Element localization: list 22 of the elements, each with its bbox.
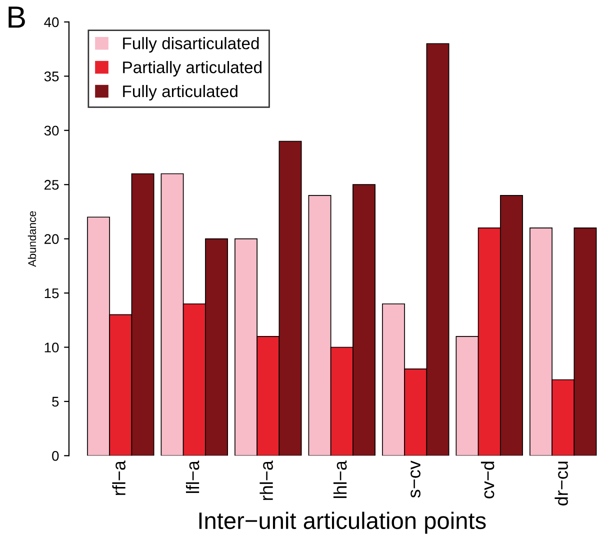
- x-axis-title: Inter−unit articulation points: [199, 512, 486, 534]
- text: B: [8, 6, 25, 28]
- y-tick-label: 0: [52, 451, 59, 461]
- x-tick-label: rfl−a: [112, 460, 126, 495]
- x-tick-label: lhl−a: [333, 460, 347, 498]
- x-tick-label: cv−d: [480, 462, 494, 498]
- y-tick-label: 15: [44, 288, 59, 298]
- y-tick-label: 30: [44, 126, 59, 136]
- y-tick-label: 35: [44, 72, 59, 82]
- x-tick-label: lfl−a: [186, 460, 200, 493]
- y-tick-label: 10: [44, 342, 59, 352]
- x-tick-label: dr−cu: [554, 462, 568, 506]
- y-axis-title: Abundance: [28, 211, 36, 267]
- y-tick-label: 40: [44, 17, 59, 28]
- legend-label: Fully articulated: [123, 84, 238, 100]
- y-tick-label: 5: [52, 396, 59, 407]
- x-tick-label: rhl−a: [260, 460, 273, 500]
- legend-label: Partially articulated: [123, 61, 262, 77]
- x-tick-label: s−cv: [410, 460, 420, 498]
- legend-label: Fully disarticulated: [123, 37, 259, 53]
- y-tick-label: 25: [44, 180, 59, 190]
- y-tick-label: 20: [44, 234, 59, 244]
